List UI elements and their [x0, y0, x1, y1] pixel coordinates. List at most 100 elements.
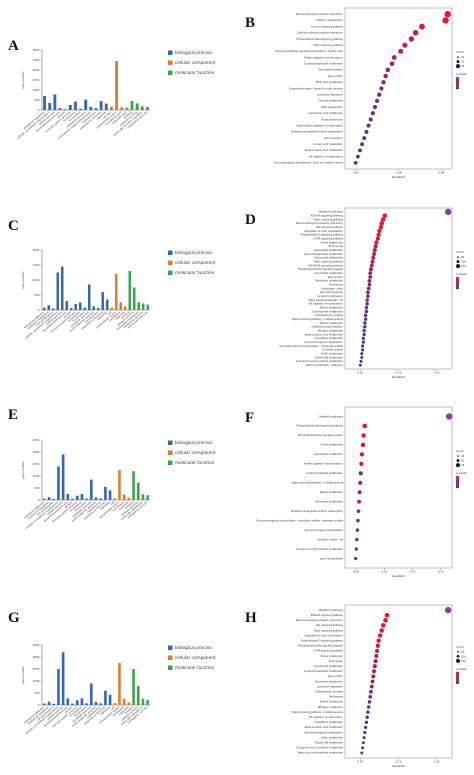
- dot: [366, 286, 371, 291]
- pathway-label: Aldosterone-regulated sodium reabsorptio…: [291, 510, 344, 513]
- dot: [371, 674, 376, 679]
- panel-letter-c: C: [8, 218, 19, 234]
- plot-frame: [344, 207, 453, 370]
- x-tick-label: binding: [124, 705, 134, 715]
- pathway-label: Hippo signaling pathway - multiple speci…: [292, 711, 344, 714]
- x-axis-label: GeneRatio: [392, 175, 406, 179]
- dot: [364, 309, 369, 314]
- bar: [66, 494, 70, 500]
- y-tick-label: 1500: [33, 667, 40, 671]
- legend-swatch: [168, 260, 173, 265]
- bar: [135, 103, 139, 110]
- size-legend-title: Count: [456, 645, 464, 649]
- bar: [137, 302, 140, 310]
- dot: [361, 340, 365, 344]
- dot: [367, 278, 372, 283]
- bar: [83, 307, 86, 310]
- dot: [372, 252, 377, 256]
- color-legend-title: p.adjust: [456, 72, 466, 76]
- pathway-label: Phosphatidylinositol signaling system: [298, 645, 344, 648]
- bar: [115, 61, 118, 110]
- dot: [357, 490, 362, 495]
- color-legend-title: p.adjust: [456, 471, 466, 475]
- bar: [118, 470, 121, 500]
- dot: [372, 248, 377, 253]
- bar: [85, 703, 88, 705]
- pathway-label: Ether lipid metabolism: [316, 81, 344, 84]
- color-legend-bar: [456, 79, 459, 81]
- y-tick-label: 0: [38, 498, 40, 502]
- dot: [366, 290, 370, 295]
- dot: [356, 518, 360, 523]
- dot: [380, 217, 386, 222]
- x-tick-label: organelle: [118, 705, 130, 716]
- pathway-label: mTOR signaling pathway: [313, 650, 343, 653]
- bar: [80, 494, 84, 500]
- dot: [367, 700, 372, 704]
- pathway-label: Protein digestion and absorption: [304, 56, 343, 59]
- bar: [122, 494, 126, 500]
- legend-swatch: [168, 665, 173, 670]
- color-legend-bar: [456, 483, 459, 485]
- dot: [360, 352, 364, 356]
- color-legend-bar: [456, 86, 459, 88]
- size-legend-dot: [457, 56, 459, 58]
- pathway-label: Phosphatidylinositol signaling pathway: [296, 38, 343, 41]
- bar: [101, 292, 104, 310]
- pathway-label: Ras signaling pathway: [316, 624, 343, 627]
- legend-label: biological process: [175, 50, 212, 55]
- pathway-label: Long-term depression: [317, 685, 344, 688]
- color-legend-bar: [456, 280, 459, 282]
- color-legend-bar: [456, 677, 459, 680]
- size-legend-label: 100: [461, 654, 466, 658]
- color-legend-bar: [456, 78, 459, 80]
- bar: [136, 685, 140, 705]
- dot: [372, 669, 377, 674]
- x-tick-label: 0.15: [434, 760, 440, 764]
- dot: [402, 42, 408, 48]
- color-legend-bar: [456, 287, 459, 290]
- legend-label: cellular component: [175, 260, 216, 265]
- legend-label: molecular function: [175, 270, 215, 275]
- bar: [52, 308, 55, 310]
- dot: [398, 48, 404, 54]
- pathway-label: Phospholipase D signaling pathway: [301, 640, 344, 643]
- pathway-label: Retinol metabolism: [320, 322, 344, 325]
- x-tick-label: organelle: [118, 500, 130, 511]
- pathway-label: Hippo signaling pathway - multiple speci…: [292, 482, 344, 485]
- pathway-label: Glucose metabolism: [319, 100, 344, 103]
- bar: [43, 703, 46, 705]
- bar: [58, 108, 62, 110]
- dot: [369, 689, 373, 694]
- x-axis-label: GeneRatio: [392, 375, 406, 379]
- color-legend-bar: [456, 277, 459, 279]
- dot: [372, 664, 377, 669]
- dot: [380, 623, 386, 628]
- bar: [133, 287, 136, 310]
- dot: [354, 547, 358, 551]
- dot: [368, 117, 373, 122]
- dot: [360, 344, 365, 348]
- pathway-label: Retinol metabolism - pathways: [306, 364, 344, 367]
- bar: [99, 498, 102, 500]
- bar: [128, 271, 131, 310]
- pathway-label: AGE-RAGE signaling pathway: [308, 264, 343, 267]
- x-tick-label: 0.10: [382, 570, 388, 574]
- pathway-label: Metabolic pathways: [319, 415, 344, 418]
- dot: [366, 705, 371, 709]
- kegg-dot-plot-f: Metabolic pathways Phosphatidylinositol s…: [256, 406, 466, 578]
- legend-swatch: [168, 645, 173, 650]
- pathway-label: Glycerolipid metabolism: [314, 272, 344, 275]
- color-legend-bar: [456, 281, 459, 284]
- pathway-label: Rap1 signaling pathway: [314, 260, 343, 263]
- y-tick-label: 2000: [33, 68, 40, 72]
- bar: [70, 308, 73, 310]
- pathway-label: Olfactory transduction: [316, 19, 343, 22]
- y-tick-label: 1000: [33, 679, 40, 683]
- bar: [75, 495, 79, 500]
- y-tick-label: 500: [35, 98, 40, 102]
- legend-label: cellular component: [175, 450, 216, 455]
- bar: [52, 703, 56, 705]
- dot: [412, 29, 419, 36]
- legend-label: cellular component: [175, 60, 216, 65]
